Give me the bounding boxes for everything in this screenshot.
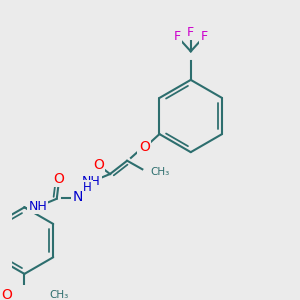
Text: F: F <box>187 26 194 39</box>
Text: O: O <box>139 140 150 154</box>
Text: F: F <box>200 30 208 43</box>
Text: O: O <box>93 158 104 172</box>
Text: F: F <box>174 30 181 43</box>
Text: O: O <box>53 172 64 186</box>
Text: CH₃: CH₃ <box>150 167 169 177</box>
Text: NH: NH <box>82 175 100 188</box>
Text: O: O <box>1 288 12 300</box>
Text: N: N <box>73 190 83 204</box>
Text: CH₃: CH₃ <box>49 290 68 300</box>
Text: NH: NH <box>28 200 47 213</box>
Text: H: H <box>83 181 92 194</box>
